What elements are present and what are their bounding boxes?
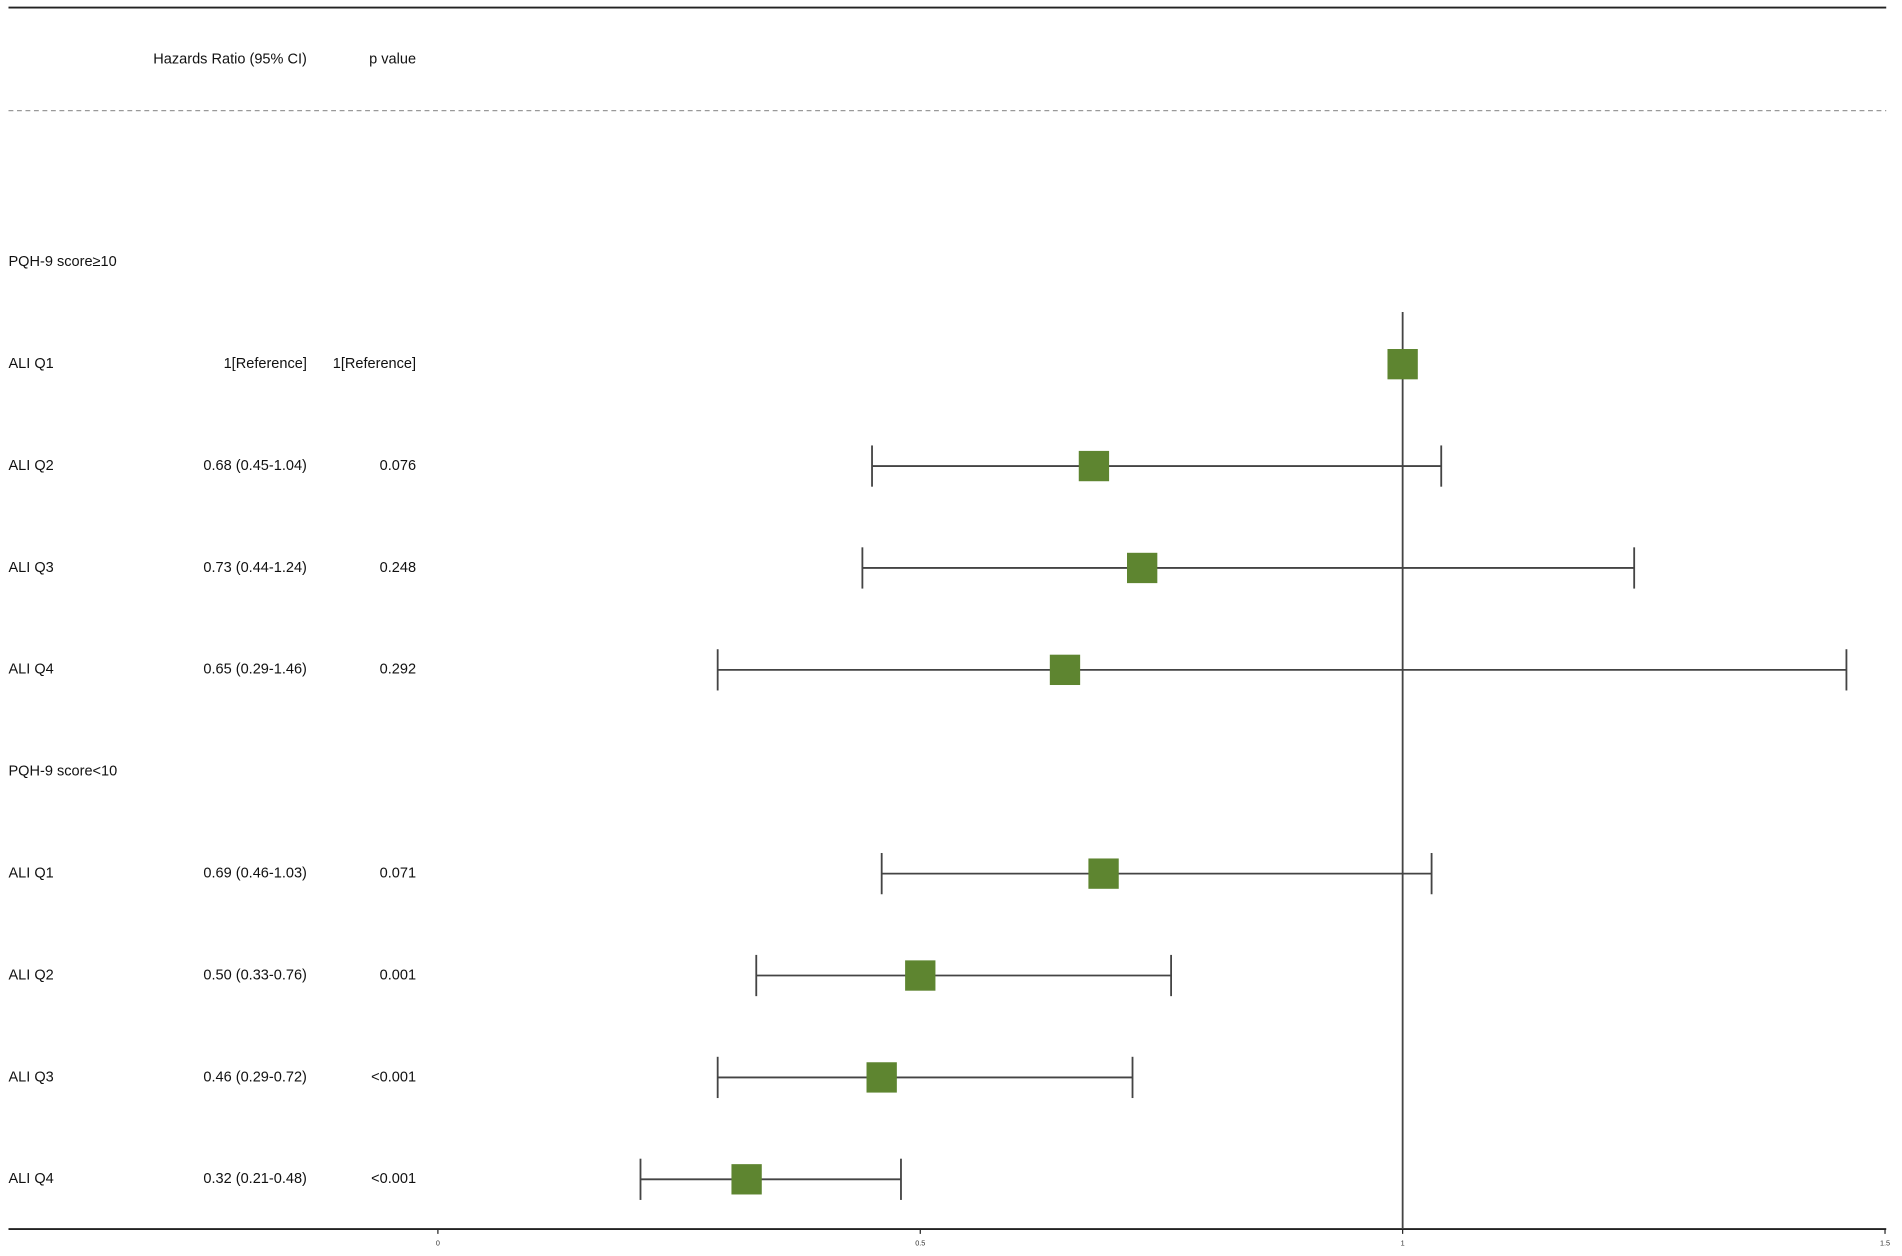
estimate-box bbox=[1387, 349, 1418, 380]
p-text: 0.001 bbox=[380, 967, 416, 983]
column-header: Hazards Ratio (95% CI) bbox=[153, 52, 307, 68]
x-tick-label: 0 bbox=[436, 1239, 440, 1248]
row-label: ALI Q2 bbox=[8, 458, 53, 474]
row-label: ALI Q1 bbox=[8, 356, 53, 372]
estimate-box bbox=[905, 960, 936, 991]
p-text: 0.076 bbox=[380, 458, 416, 474]
p-text: <0.001 bbox=[371, 1069, 416, 1085]
p-text: <0.001 bbox=[371, 1171, 416, 1187]
x-tick-label: 1.5 bbox=[1880, 1239, 1890, 1248]
row-label: PQH-9 score<10 bbox=[8, 764, 117, 780]
x-tick-label: 1 bbox=[1401, 1239, 1405, 1248]
row-label: ALI Q2 bbox=[8, 967, 53, 983]
hr-text: 0.73 (0.44-1.24) bbox=[203, 560, 307, 576]
x-tick-label: 0.5 bbox=[915, 1239, 925, 1248]
p-text: 0.292 bbox=[380, 662, 416, 678]
estimate-box bbox=[866, 1062, 897, 1093]
column-header: p value bbox=[369, 52, 416, 68]
row-label: ALI Q4 bbox=[8, 662, 53, 678]
estimate-box bbox=[1088, 858, 1119, 889]
row-label: ALI Q1 bbox=[8, 865, 53, 881]
p-text: 0.071 bbox=[380, 865, 416, 881]
row-label: ALI Q4 bbox=[8, 1171, 53, 1187]
estimate-box bbox=[731, 1164, 762, 1195]
hr-text: 0.46 (0.29-0.72) bbox=[203, 1069, 307, 1085]
estimate-box bbox=[1049, 654, 1081, 686]
hr-text: 1[Reference] bbox=[224, 356, 307, 372]
p-text: 0.248 bbox=[380, 560, 416, 576]
hr-text: 0.69 (0.46-1.03) bbox=[203, 865, 307, 881]
hr-text: 0.65 (0.29-1.46) bbox=[203, 662, 307, 678]
hr-text: 0.68 (0.45-1.04) bbox=[203, 458, 307, 474]
row-label: ALI Q3 bbox=[8, 1069, 53, 1085]
p-text: 1[Reference] bbox=[333, 356, 416, 372]
hr-text: 0.50 (0.33-0.76) bbox=[203, 967, 307, 983]
hr-text: 0.32 (0.21-0.48) bbox=[203, 1171, 307, 1187]
estimate-box bbox=[1126, 552, 1158, 584]
row-label: PQH-9 score≥10 bbox=[8, 254, 116, 270]
row-label: ALI Q3 bbox=[8, 560, 53, 576]
estimate-box bbox=[1078, 450, 1110, 482]
